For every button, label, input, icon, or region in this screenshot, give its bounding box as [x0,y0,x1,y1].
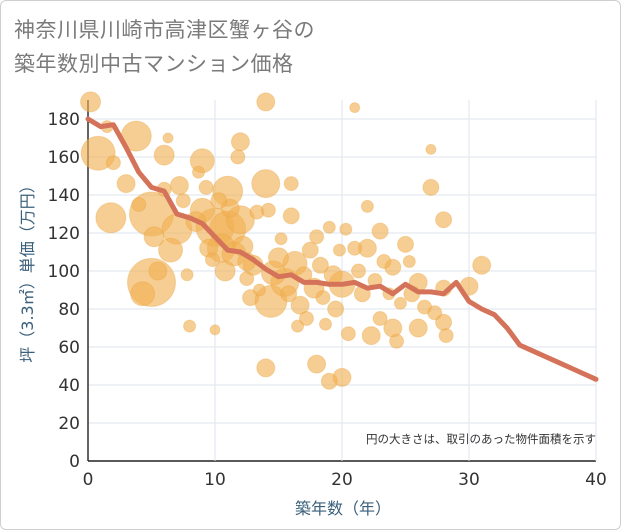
bubble-point [239,271,255,287]
bubble-point [327,300,345,318]
bubble-point [268,247,289,269]
bubble-point [214,260,236,282]
bubble-point [230,149,246,165]
bubble-point [472,255,492,275]
x-tick-label: 40 [585,470,607,490]
bubble-point [360,199,374,213]
x-tick-label: 20 [331,470,353,490]
bubble-point [191,165,205,179]
bubble-point [116,174,136,194]
y-tick-label: 20 [58,414,80,434]
x-tick-label: 0 [83,470,94,490]
bubble-point [332,243,346,257]
bubble-point [393,296,407,310]
bubble-point [242,289,260,307]
y-tick-label: 180 [48,110,80,130]
trend-line [85,116,599,382]
bubble-point [280,285,298,303]
bubble-point [291,319,305,333]
bubble-point [210,192,228,210]
bubble-point [298,311,314,326]
bubble-point [198,179,214,195]
bubble-point [397,235,414,253]
bubble-point [425,143,437,155]
bubble-point [372,311,388,326]
bubble-point [320,372,338,390]
bubble-point [169,176,189,195]
bubble-point [158,237,184,263]
bubble-point [183,319,197,333]
bubble-point [371,222,389,240]
bubble-point [95,202,127,234]
bubble-point [408,318,428,338]
bubble-point [175,193,191,209]
bubble-point [283,176,299,192]
y-tick-label: 60 [58,338,80,358]
chart-title-line-1: 神奈川県川崎市高津区蟹ヶ谷の [14,18,315,42]
bubble-point [438,328,454,344]
y-tick-label: 0 [69,452,80,472]
bubble-point [301,241,319,259]
bubble-point [318,317,332,331]
bubble-point [130,281,156,307]
bubble-point [347,240,363,256]
bubble-series [80,91,492,390]
bubble-point [80,91,102,113]
bubble-point [315,290,331,306]
chart-title-line-2: 築年数別中古マンション価格 [14,52,294,76]
bubble-point [230,132,250,152]
bubble-point [376,254,392,269]
y-tick-label: 80 [58,300,80,320]
bubble-point [209,324,221,336]
bubble-point [162,132,174,144]
bubble-point [148,261,168,281]
chart-title: 神奈川県川崎市高津区蟹ヶ谷の 築年数別中古マンション価格 [14,13,534,81]
bubble-point [351,263,367,279]
bubble-point [361,326,381,346]
bubble-point [339,222,353,236]
x-tick-label: 30 [458,470,480,490]
bubble-point [251,169,281,199]
bubble-point [282,207,300,225]
y-tick-label: 100 [48,262,80,282]
y-tick-label: 40 [58,376,80,396]
bubble-point [349,102,361,114]
y-tick-label: 120 [48,224,80,244]
bubble-point [307,354,327,374]
bubble-point [322,220,336,234]
x-tick-label: 10 [204,470,226,490]
bubble-point [340,326,356,342]
x-axis-title: 築年数（年） [295,499,391,518]
tick-labels: 0 20 40 60 80 100 120 140 160 180 0 10 20 30 40 [48,110,607,490]
bubble-size-note: 円の大きさは、取引のあった物件面積を示す [366,432,596,446]
bubble-point [435,211,453,229]
y-axis-title: 坪（3.3㎡）単価（万円） [18,177,37,362]
bubble-point [290,295,310,315]
y-tick-label: 140 [48,186,80,206]
bubble-point [180,268,194,282]
bubble-point [402,255,416,268]
y-tick-label: 160 [48,148,80,168]
bubble-point [105,155,121,171]
bubble-point [274,232,288,246]
bubble-point [256,358,276,378]
bubble-point [153,144,175,166]
bubble-point [427,305,443,321]
bubble-point [260,202,276,218]
bubble-point [311,256,329,274]
bubble-point [389,333,405,349]
bubble-point [422,178,440,196]
bubble-point [131,197,147,212]
bubble-point [309,229,325,245]
bubble-point [204,252,220,268]
bubble-point [252,283,266,297]
trend-series [85,116,599,382]
bubble-point [256,92,276,112]
bubble-point [143,226,165,248]
